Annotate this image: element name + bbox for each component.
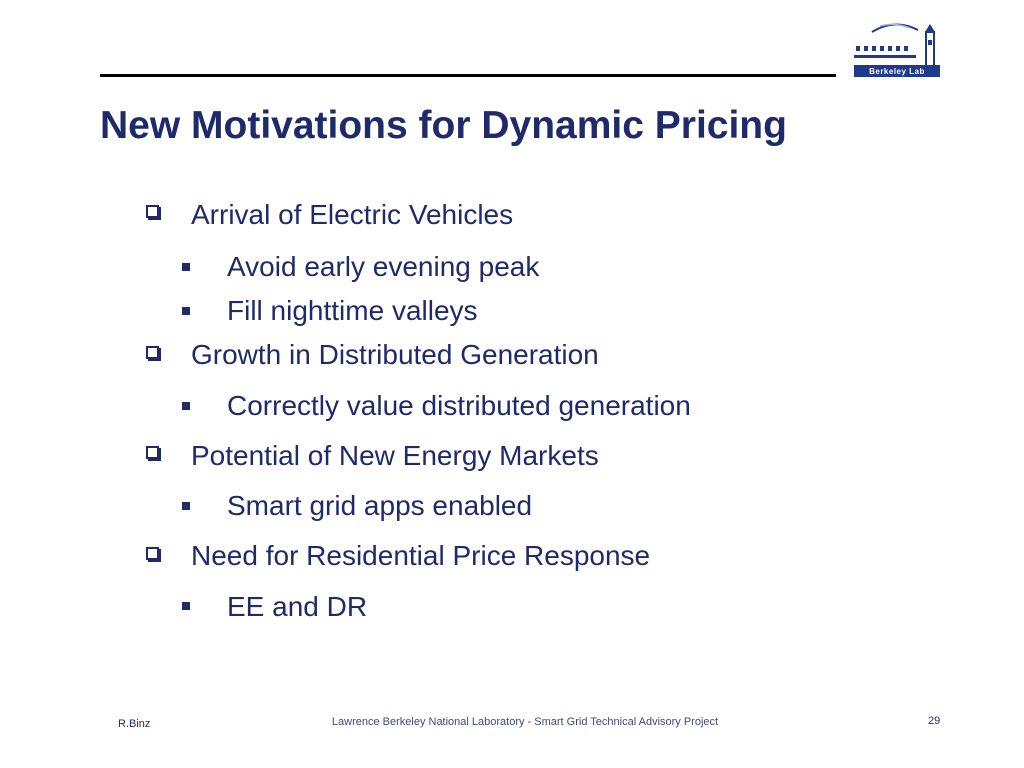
square-bullet-icon	[182, 402, 190, 410]
sub-bullet-item: Fill nighttime valleys	[227, 295, 478, 326]
square-bullet-icon	[182, 502, 190, 510]
header-rule	[100, 74, 836, 77]
bullet-item: Arrival of Electric Vehicles	[191, 199, 514, 230]
sub-bullet-item: EE and DR	[227, 591, 368, 622]
square-bullet-icon	[182, 263, 190, 271]
page-number: 29	[928, 715, 941, 727]
square-bullet-icon	[182, 602, 190, 610]
slide-title: New Motivations for Dynamic Pricing	[100, 104, 787, 147]
checkbox-bullet-icon	[146, 446, 159, 459]
sub-bullet-item: Correctly value distributed generation	[227, 390, 691, 421]
bullet-item: Growth in Distributed Generation	[191, 339, 599, 370]
footer-author: R.Binz	[118, 718, 151, 730]
sub-bullet-item: Smart grid apps enabled	[227, 490, 533, 521]
bullet-item: Need for Residential Price Response	[191, 540, 651, 571]
sub-bullet-item: Avoid early evening peak	[227, 251, 540, 282]
berkeley-lab-logo: Berkeley Lab	[854, 23, 940, 77]
logo-text: Berkeley Lab	[869, 67, 925, 76]
checkbox-bullet-icon	[146, 346, 159, 359]
checkbox-bullet-icon	[146, 205, 159, 218]
bullet-item: Potential of New Energy Markets	[191, 440, 599, 471]
footer-organization: Lawrence Berkeley National Laboratory - …	[331, 716, 719, 728]
checkbox-bullet-icon	[146, 547, 159, 560]
square-bullet-icon	[182, 307, 190, 315]
